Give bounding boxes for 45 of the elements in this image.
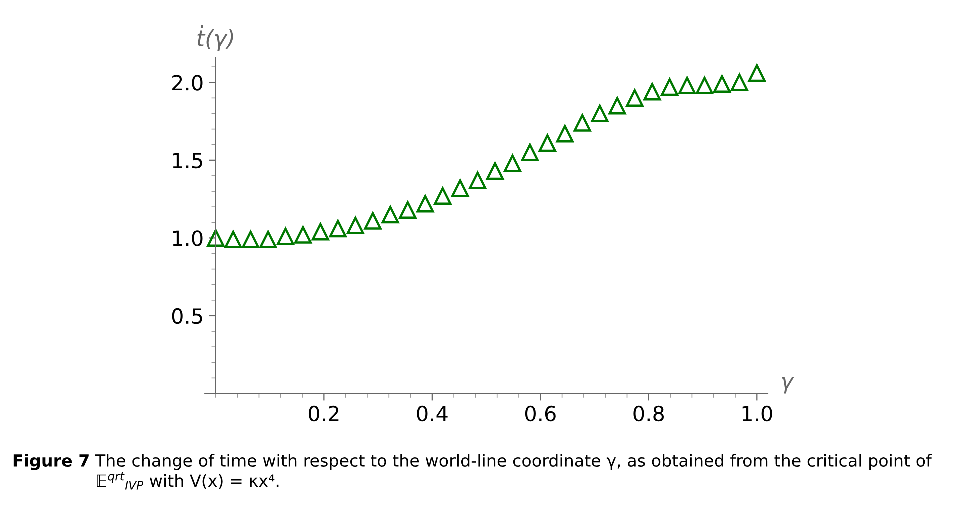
point — [294, 226, 312, 244]
y-tick-label: 1.0 — [173, 230, 203, 246]
point — [434, 187, 452, 205]
y-tick-label: 0.5 — [172, 308, 202, 324]
point — [556, 125, 574, 143]
point — [260, 231, 278, 248]
x-axis-title: γ — [782, 376, 794, 394]
x-tick-label: 0.8 — [634, 406, 664, 422]
point — [312, 223, 330, 241]
point — [207, 229, 225, 247]
point — [696, 77, 714, 94]
point — [242, 231, 260, 248]
point — [661, 78, 679, 96]
point — [591, 105, 609, 122]
point — [277, 228, 294, 246]
caption: Figure 7 — [14, 454, 89, 470]
point — [678, 77, 696, 94]
point — [644, 83, 662, 101]
point — [608, 97, 626, 115]
point — [364, 212, 382, 230]
point — [469, 172, 487, 190]
point — [224, 231, 242, 248]
point — [382, 206, 400, 224]
point — [538, 134, 556, 152]
text: The change of time with respect to the world-line coordinate γ, as obtained from the critical point of 𝔼$^{qrt}$$_{IVP}$ with V(x) = κx⁴. — [95, 454, 932, 490]
point — [574, 114, 592, 132]
x-tick-label: 0.6 — [525, 406, 556, 422]
x-tick-label: 0.2 — [308, 406, 339, 422]
point — [416, 195, 434, 213]
y-tick-label: 1.5 — [173, 153, 202, 169]
point — [521, 144, 539, 162]
point — [748, 64, 766, 82]
point — [730, 74, 748, 92]
point — [504, 154, 522, 172]
point — [346, 217, 364, 234]
x-tick-label: 1.0 — [742, 406, 772, 422]
point — [713, 75, 731, 93]
point — [329, 220, 347, 238]
y-axis-title: ṫ(γ) — [198, 26, 234, 52]
x-tick-label: 0.4 — [417, 406, 448, 422]
point — [626, 89, 644, 107]
point — [486, 162, 504, 180]
y-tick-label: 2.0 — [172, 75, 203, 91]
point — [399, 201, 417, 219]
point — [452, 180, 470, 198]
